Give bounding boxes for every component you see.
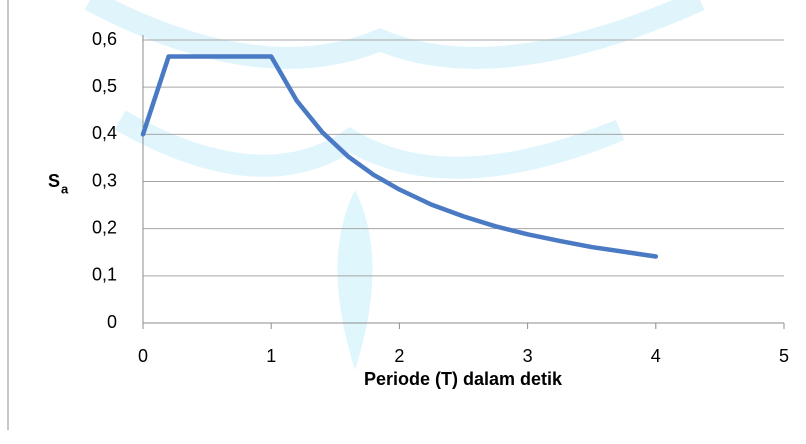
watermark-arc	[90, 0, 700, 58]
y-tick-label: 0,6	[92, 29, 117, 49]
x-tick-label: 0	[138, 346, 148, 366]
x-tick-label: 4	[651, 346, 661, 366]
y-axis-label: S	[48, 171, 60, 191]
y-tick-label: 0,3	[92, 170, 117, 190]
chart: S a Periode (T) dalam detik 0 0,1 0,2 0,3 0,…	[0, 0, 806, 444]
x-tick-label: 3	[523, 346, 533, 366]
x-tick-label: 5	[779, 346, 789, 366]
y-tick-label: 0,2	[92, 217, 117, 237]
y-tick-label: 0	[107, 312, 117, 332]
y-tick-label: 0,4	[92, 123, 117, 143]
x-axis-label: Periode (T) dalam detik	[364, 369, 563, 389]
y-axis-label-subscript: a	[61, 181, 69, 196]
y-tick-label: 0,5	[92, 76, 117, 96]
watermark-drop	[338, 190, 373, 370]
watermark	[90, 0, 700, 168]
y-tick-label: 0,1	[92, 265, 117, 285]
x-tick-label: 2	[394, 346, 404, 366]
watermark-arc	[120, 120, 620, 168]
x-tick-label: 1	[266, 346, 276, 366]
